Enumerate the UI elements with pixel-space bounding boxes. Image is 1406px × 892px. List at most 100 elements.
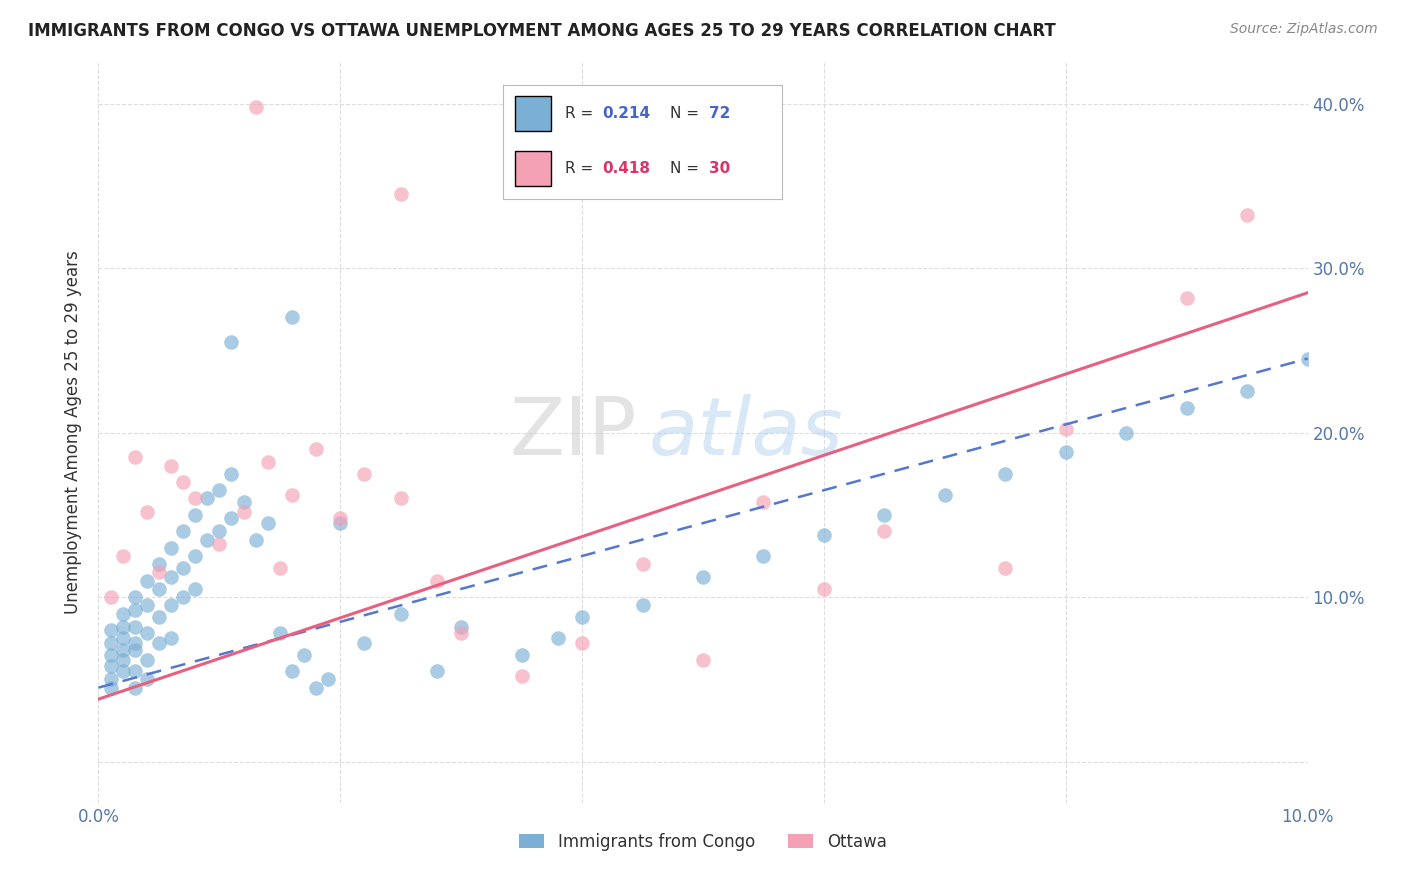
Point (172, 560, 194, 574)
Point (269, 626, 291, 640)
Text: IMMIGRANTS FROM CONGO VS OTTAWA UNEMPLOYMENT AMONG AGES 25 TO 29 YEARS CORRELATI: IMMIGRANTS FROM CONGO VS OTTAWA UNEMPLOY… (28, 22, 1056, 40)
Point (111, 607, 134, 621)
Point (292, 648, 315, 662)
Point (208, 537, 231, 551)
Point (124, 450, 146, 465)
Point (305, 681, 328, 695)
Point (135, 599, 157, 613)
Point (135, 653, 157, 667)
Point (571, 636, 593, 650)
Point (752, 549, 775, 563)
Point (111, 549, 134, 563)
Point (1236, 209, 1258, 223)
Point (813, 582, 835, 596)
Point (160, 599, 183, 613)
Point (329, 516, 352, 530)
Point (281, 664, 304, 678)
Text: Source: ZipAtlas.com: Source: ZipAtlas.com (1230, 22, 1378, 37)
Point (160, 541, 183, 555)
Point (353, 636, 375, 650)
Point (124, 603, 146, 617)
Point (195, 533, 218, 547)
Point (1175, 291, 1198, 305)
Point (232, 505, 254, 519)
Point (389, 491, 412, 506)
Point (172, 475, 194, 489)
Point (813, 527, 835, 541)
Point (124, 681, 146, 695)
Point (100, 590, 122, 604)
Point (692, 570, 714, 584)
Point (100, 681, 122, 695)
Point (752, 494, 775, 508)
Point (148, 582, 170, 596)
Point (353, 467, 375, 481)
Point (281, 488, 304, 502)
Point (100, 659, 122, 673)
Point (184, 549, 207, 563)
Point (221, 335, 243, 350)
Point (245, 533, 267, 547)
Point (873, 508, 896, 522)
Point (124, 590, 146, 604)
Point (135, 574, 157, 588)
Point (426, 574, 449, 588)
Point (148, 610, 170, 624)
Point (148, 558, 170, 572)
Point (1296, 351, 1319, 366)
Point (184, 491, 207, 506)
Point (111, 664, 134, 678)
Text: ZIP: ZIP (509, 393, 637, 472)
Point (329, 511, 352, 525)
Point (111, 632, 134, 646)
Point (510, 648, 533, 662)
Point (994, 560, 1017, 574)
Point (100, 636, 122, 650)
Point (692, 653, 714, 667)
Point (389, 607, 412, 621)
Point (269, 560, 291, 574)
Point (510, 669, 533, 683)
Point (124, 636, 146, 650)
Point (160, 570, 183, 584)
Point (124, 664, 146, 678)
Point (184, 582, 207, 596)
Point (450, 626, 472, 640)
Text: atlas: atlas (648, 393, 844, 472)
Point (426, 664, 449, 678)
Y-axis label: Unemployment Among Ages 25 to 29 years: Unemployment Among Ages 25 to 29 years (65, 251, 83, 615)
Point (221, 467, 243, 481)
Point (148, 636, 170, 650)
Point (124, 642, 146, 657)
Point (221, 511, 243, 525)
Point (571, 610, 593, 624)
Point (450, 620, 472, 634)
Point (934, 488, 956, 502)
Point (208, 483, 231, 498)
Point (631, 599, 654, 613)
Point (100, 648, 122, 662)
Point (184, 508, 207, 522)
Point (111, 653, 134, 667)
Point (100, 623, 122, 637)
Legend: Immigrants from Congo, Ottawa: Immigrants from Congo, Ottawa (513, 826, 893, 857)
Point (160, 632, 183, 646)
Point (256, 516, 278, 530)
Point (195, 491, 218, 506)
Point (316, 673, 339, 687)
Point (245, 100, 267, 114)
Point (1236, 384, 1258, 399)
Point (148, 566, 170, 580)
Point (994, 467, 1017, 481)
Point (1175, 401, 1198, 415)
Point (111, 642, 134, 657)
Point (172, 590, 194, 604)
Point (256, 455, 278, 469)
Point (1115, 425, 1137, 440)
Point (172, 524, 194, 539)
Point (1054, 422, 1077, 436)
Point (124, 620, 146, 634)
Point (111, 620, 134, 634)
Point (160, 458, 183, 473)
Point (305, 442, 328, 456)
